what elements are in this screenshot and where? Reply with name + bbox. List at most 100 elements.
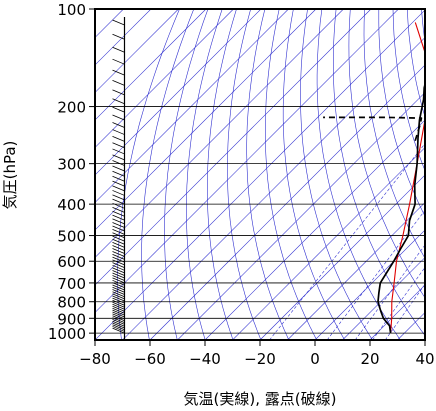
x-axis-label: 気温(実線), 露点(破線) <box>184 390 337 408</box>
isotherm-line <box>95 9 262 176</box>
wind-barb-flag <box>112 19 125 26</box>
dry-adiabat-line <box>227 9 262 340</box>
isotherm-line <box>424 339 425 340</box>
profile-lines <box>323 22 425 334</box>
wind-barb-flag <box>112 270 125 276</box>
y-tick-label: 200 <box>57 99 86 117</box>
wind-barb-flag <box>112 194 125 201</box>
wind-barb-flag <box>112 142 125 149</box>
wind-barb-flag <box>112 256 125 263</box>
isotherm-line <box>95 9 289 203</box>
wind-barb-flag <box>112 232 125 239</box>
isotherm-line <box>95 9 317 231</box>
dry-adiabat-line <box>332 9 425 337</box>
dry-adiabat-line <box>316 9 401 340</box>
wind-barb-flag <box>112 222 125 228</box>
wind-barb-flag <box>112 282 125 289</box>
wind-barb-flag <box>112 305 125 312</box>
wind-barb-flag <box>112 253 125 260</box>
wind-barb-flag <box>112 309 125 316</box>
dry-adiabat-line <box>392 9 425 172</box>
wind-barb-flag <box>112 327 125 334</box>
dry-adiabat-line <box>164 9 209 340</box>
wind-barb-flag <box>112 148 125 155</box>
isotherm-line <box>314 229 425 340</box>
isotherm-line <box>287 202 425 340</box>
wind-barb-flag <box>112 320 125 327</box>
wind-barb-flag <box>112 275 125 281</box>
y-axis-label: 気圧(hPa) <box>1 141 19 210</box>
wind-barb-flag <box>112 313 125 320</box>
wind-barb-flag <box>112 311 125 318</box>
pressure-gridlines <box>89 8 426 346</box>
wind-barb-flag <box>112 307 125 314</box>
wind-barb-flag <box>112 245 125 251</box>
wind-barb-flag <box>112 46 125 53</box>
x-tick-label: 20 <box>360 350 379 368</box>
isotherm-line <box>95 9 425 340</box>
isotherm-line <box>259 174 425 340</box>
isotherm-line <box>204 119 425 340</box>
wind-barb-flag <box>112 295 125 302</box>
wind-barb-flag <box>112 198 125 205</box>
wind-barb-flag <box>112 225 125 232</box>
y-tick-label: 100 <box>57 1 86 19</box>
wind-barb-flag <box>112 190 125 196</box>
isotherm-line <box>342 257 425 340</box>
mixing-ratio-line <box>354 244 425 340</box>
wind-barb-flag <box>112 114 125 121</box>
wind-barb-flag <box>112 238 125 245</box>
dewpoint-series-line <box>323 116 423 142</box>
wind-barb-flag <box>112 251 125 257</box>
dry-adiabat-line <box>264 9 318 340</box>
wind-barb-flag <box>112 202 125 209</box>
isotherm-line <box>95 9 179 93</box>
dry-adiabat-line <box>363 9 425 259</box>
parcel-series-line <box>390 22 425 334</box>
wind-barb-flag <box>112 259 125 266</box>
wind-barb-flag <box>112 277 125 284</box>
wind-barb-flag <box>112 206 125 213</box>
dry-adiabat-line <box>300 9 373 340</box>
wind-barb-flag <box>112 267 125 274</box>
wind-barb-flag <box>112 106 125 113</box>
y-tick-label: 700 <box>57 275 86 293</box>
x-tick-label: 40 <box>415 350 434 368</box>
wind-barb-flag <box>112 262 125 269</box>
isotherm-line <box>122 37 425 340</box>
isotherm-line <box>232 147 425 340</box>
x-tick-label: 0 <box>310 350 320 368</box>
x-tick-label: −80 <box>79 350 111 368</box>
isotherm-line <box>95 9 207 121</box>
wind-barb-flag <box>112 79 125 86</box>
wind-barb-flag <box>112 322 125 329</box>
wind-barb-flag <box>112 129 125 135</box>
wind-barb-flag <box>112 218 125 225</box>
y-tick-label: 900 <box>57 310 86 328</box>
wind-barb-flag <box>112 98 125 105</box>
isotherm-line <box>95 9 344 258</box>
wind-barb-flag <box>112 319 125 325</box>
wind-barb-flag <box>112 214 125 221</box>
wind-barb-flag <box>112 284 125 291</box>
wind-barb-flag <box>112 242 125 248</box>
dry-adiabat-line <box>207 9 237 340</box>
plot-frame <box>94 8 426 341</box>
isotherm-line <box>95 9 372 286</box>
x-tick-label: −60 <box>134 350 166 368</box>
wind-barb-flag <box>112 324 125 331</box>
wind-barb-flag <box>112 317 125 323</box>
y-tick-label: 1000 <box>48 325 86 343</box>
wind-barb-flag <box>112 229 125 235</box>
y-tick-label: 500 <box>57 228 86 246</box>
wind-barb-flag <box>112 33 125 40</box>
wind-barb-flag <box>112 289 125 295</box>
x-tick-labels: −80 −60 −40 −20 0 20 40 <box>79 350 434 368</box>
wind-barb-flag <box>112 303 125 310</box>
wind-barb-flag <box>112 135 125 142</box>
wind-barb-flag <box>112 210 125 217</box>
wind-barb-flag <box>112 279 125 286</box>
wind-barb-flag <box>112 299 125 306</box>
wind-barb-flag <box>112 58 125 65</box>
